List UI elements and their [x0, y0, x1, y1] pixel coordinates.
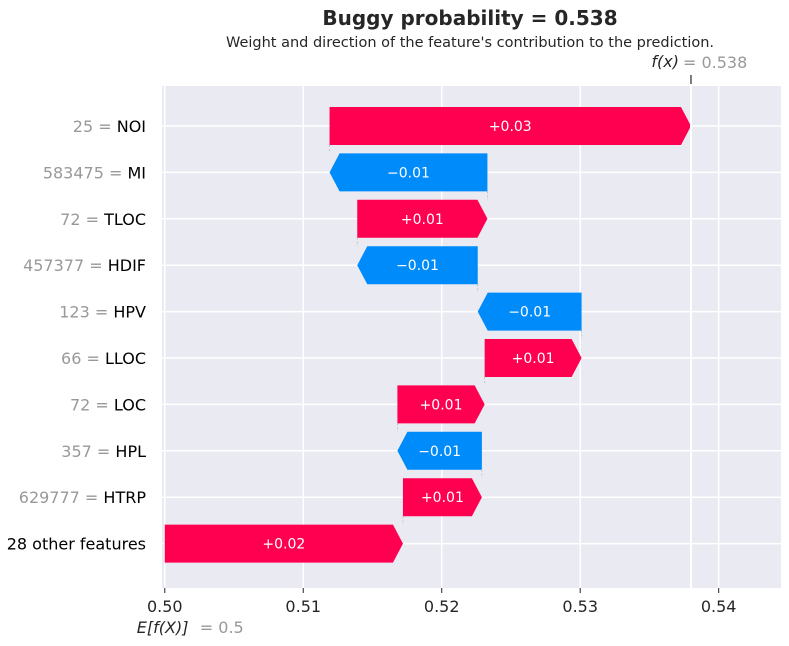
x-tick-label: 0.52 [424, 597, 460, 616]
feature-label: 457377 = HDIF [23, 256, 146, 275]
feature-value: 457377 [23, 256, 84, 275]
equals-sign: = [104, 163, 128, 182]
feature-name: 28 other features [7, 535, 146, 554]
bar-value-label: +0.03 [489, 119, 532, 135]
bar-value-label: −0.01 [508, 305, 551, 321]
x-tick-label: 0.53 [562, 597, 598, 616]
feature-value: 25 [73, 117, 93, 136]
feature-value: 123 [59, 303, 90, 322]
feature-value: 629777 [19, 488, 80, 507]
feature-name: MI [127, 163, 146, 182]
bar-value-label: +0.01 [421, 490, 464, 506]
feature-value: 72 [60, 210, 80, 229]
equals-sign: = [92, 442, 116, 461]
output-label: f(x) [651, 52, 679, 71]
feature-name: HPL [115, 442, 146, 461]
bar-value-label: +0.01 [420, 397, 463, 413]
positive-contribution-bar [164, 524, 403, 563]
feature-value: 66 [61, 349, 81, 368]
bar-value-label: +0.01 [512, 351, 555, 367]
bar-value-label: −0.01 [418, 444, 461, 460]
negative-contribution-bar [477, 292, 582, 331]
connectors [329, 145, 582, 525]
base-label: E[f(X)] [137, 618, 189, 637]
feature-name: HDIF [108, 256, 146, 275]
feature-value: 72 [70, 395, 90, 414]
x-tick-label: 0.54 [701, 597, 737, 616]
equals-sign: = [81, 349, 105, 368]
feature-label: 629777 = HTRP [19, 488, 147, 507]
output-value-text: = 0.538 [683, 53, 747, 72]
feature-label: 28 other features [7, 535, 146, 554]
feature-label: 583475 = MI [43, 163, 146, 182]
positive-contribution-bar [329, 107, 691, 145]
negative-contribution-bar [329, 153, 488, 192]
bar-value-label: +0.01 [401, 212, 444, 228]
positive-contribution-bar [397, 385, 485, 424]
feature-name: HTRP [103, 488, 146, 507]
annotations: f(x) = 0.538 E[f(X)] = 0.5 [137, 52, 748, 637]
x-axis: 0.50 0.51 0.52 0.53 0.54 [147, 588, 737, 616]
feature-label: 72 = TLOC [60, 210, 146, 229]
positive-contribution-bar [402, 478, 482, 517]
base-value-text: = 0.5 [200, 618, 244, 637]
feature-value: 357 [61, 442, 92, 461]
feature-label: 66 = LLOC [61, 349, 146, 368]
feature-name: TLOC [103, 210, 146, 229]
feature-label: 25 = NOI [73, 117, 146, 136]
equals-sign: = [84, 256, 108, 275]
feature-label: 123 = HPV [59, 303, 146, 322]
bar-value-label: −0.01 [387, 165, 430, 181]
feature-label: 72 = LOC [70, 395, 146, 414]
equals-sign: = [80, 488, 104, 507]
positive-contribution-bar [484, 339, 582, 377]
feature-label: 357 = HPL [61, 442, 146, 461]
bar-value-label: +0.02 [262, 537, 305, 553]
positive-contribution-bar [357, 199, 488, 238]
x-tick-label: 0.50 [147, 597, 183, 616]
chart-title: Buggy probability = 0.538 [322, 6, 617, 30]
x-tick-label: 0.51 [285, 597, 321, 616]
equals-sign: = [90, 395, 114, 414]
equals-sign: = [81, 210, 105, 229]
bar-value-label: −0.01 [396, 258, 439, 274]
feature-labels: 25 = NOI 583475 = MI 72 = TLOC 457377 = HDI… [7, 117, 147, 554]
equals-sign: = [93, 117, 117, 136]
negative-contribution-bar [357, 246, 478, 285]
feature-name: LLOC [105, 349, 146, 368]
negative-contribution-bar [397, 431, 482, 470]
feature-name: HPV [113, 303, 146, 322]
bars: +0.03 −0.01 +0.01 −0.01 −0.01 +0.01 +0.01 −0.01… [164, 107, 691, 563]
feature-value: 583475 [43, 163, 104, 182]
feature-name: NOI [117, 117, 146, 136]
feature-name: LOC [114, 395, 146, 414]
chart-subtitle: Weight and direction of the feature's co… [226, 35, 714, 51]
equals-sign: = [90, 303, 114, 322]
